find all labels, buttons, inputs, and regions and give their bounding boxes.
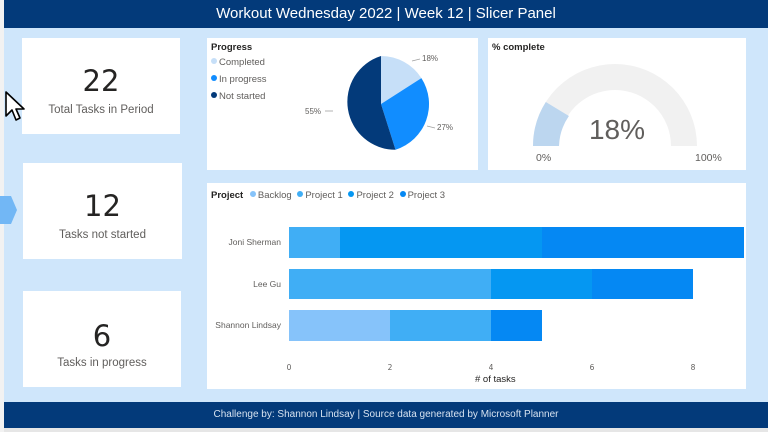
progress-pie[interactable] bbox=[207, 38, 478, 170]
x-tick: 4 bbox=[488, 363, 494, 372]
category-label: Lee Gu bbox=[253, 279, 281, 289]
gauge-value: 18% bbox=[588, 114, 646, 145]
tasks-by-assignee-bar-card[interactable]: Project Backlog Project 1 Project 2 Proj… bbox=[207, 183, 746, 389]
category-label: Shannon Lindsay bbox=[215, 320, 281, 330]
bar-segment-project-1[interactable] bbox=[390, 310, 491, 341]
legend-label: In progress bbox=[219, 74, 267, 85]
kpi-value: 6 bbox=[92, 319, 112, 353]
legend-label: Project 3 bbox=[407, 190, 446, 201]
pie-slice-not-started[interactable] bbox=[347, 56, 396, 150]
legend-label: Backlog bbox=[257, 190, 292, 201]
slicer-panel-expand-arrow-icon[interactable] bbox=[0, 196, 17, 224]
pie-label-not-started: 55% bbox=[305, 107, 322, 116]
kpi-card-in-progress[interactable]: 6 Tasks in progress bbox=[23, 291, 181, 387]
progress-chart-title: Progress bbox=[211, 42, 253, 53]
report-title: Workout Wednesday 2022 | Week 12 | Slice… bbox=[216, 5, 556, 22]
legend-item-project-1[interactable]: Project 1 bbox=[297, 190, 343, 201]
report-title-bar: Workout Wednesday 2022 | Week 12 | Slice… bbox=[4, 0, 768, 28]
gauge-title: % complete bbox=[492, 42, 545, 53]
legend-item-completed[interactable]: Completed bbox=[211, 57, 265, 68]
kpi-card-not-started[interactable]: 12 Tasks not started bbox=[23, 163, 182, 259]
x-tick: 0 bbox=[286, 363, 292, 372]
bar-segment-project-3[interactable] bbox=[491, 310, 542, 341]
legend-label: Project 2 bbox=[356, 190, 394, 201]
legend-dot-icon bbox=[297, 191, 304, 197]
gauge-fill bbox=[533, 102, 569, 146]
legend-item-project-2[interactable]: Project 2 bbox=[348, 190, 394, 201]
kpi-value: 22 bbox=[82, 64, 120, 98]
progress-pie-card[interactable]: Progress Completed In progress Not start… bbox=[207, 38, 478, 170]
legend-dot-icon bbox=[211, 75, 217, 81]
pie-slice-in-progress[interactable] bbox=[381, 78, 430, 150]
pie-slice-completed[interactable] bbox=[381, 56, 422, 104]
pie-label-completed: 18% bbox=[422, 54, 439, 63]
legend-title: Project bbox=[211, 190, 244, 201]
legend-label: Project 1 bbox=[305, 190, 343, 201]
bar-segment-backlog[interactable] bbox=[289, 310, 390, 341]
bar-segment-project-1[interactable] bbox=[289, 269, 491, 299]
category-label: Joni Sherman bbox=[228, 237, 281, 247]
bar-segment-project-3[interactable] bbox=[592, 269, 693, 299]
bar-chart-legend: Project Backlog Project 1 Project 2 Proj… bbox=[211, 190, 448, 201]
kpi-card-total-tasks[interactable]: 22 Total Tasks in Period bbox=[22, 38, 180, 134]
bar-segment-project-2[interactable] bbox=[339, 227, 542, 258]
x-tick: 6 bbox=[589, 363, 595, 372]
legend-dot-icon bbox=[211, 58, 217, 64]
legend-item-backlog[interactable]: Backlog bbox=[249, 190, 292, 201]
report-footer: Challenge by: Shannon Lindsay | Source d… bbox=[4, 402, 768, 428]
pie-label-in-progress: 27% bbox=[437, 123, 454, 132]
report-canvas: Workout Wednesday 2022 | Week 12 | Slice… bbox=[4, 0, 768, 432]
legend-item-in-progress[interactable]: In progress bbox=[211, 74, 267, 85]
gauge-track bbox=[533, 64, 697, 146]
percent-complete-gauge-card[interactable]: % complete 18% 0% 100% bbox=[488, 38, 746, 170]
gauge-max-label: 100% bbox=[695, 152, 722, 164]
kpi-label: Tasks in progress bbox=[57, 357, 147, 369]
bar-segment-project-3[interactable] bbox=[541, 227, 744, 258]
gauge-min-label: 0% bbox=[536, 152, 552, 164]
mouse-cursor-icon bbox=[5, 91, 25, 121]
legend-dot-icon bbox=[211, 92, 217, 98]
legend-label: Completed bbox=[219, 57, 265, 68]
bottom-divider bbox=[4, 428, 768, 432]
legend-dot-icon bbox=[249, 191, 256, 197]
x-axis-title: # of tasks bbox=[475, 374, 516, 385]
legend-dot-icon bbox=[399, 191, 406, 197]
bar-segment-project-2[interactable] bbox=[491, 269, 592, 299]
footer-text: Challenge by: Shannon Lindsay | Source d… bbox=[213, 409, 559, 420]
legend-label: Not started bbox=[219, 91, 266, 102]
legend-item-not-started[interactable]: Not started bbox=[211, 91, 265, 102]
bar-segment-project-1[interactable] bbox=[289, 227, 340, 258]
legend-item-project-3[interactable]: Project 3 bbox=[399, 190, 446, 201]
gauge-chart[interactable] bbox=[488, 38, 746, 170]
kpi-label: Tasks not started bbox=[59, 229, 146, 241]
x-tick: 2 bbox=[387, 363, 393, 372]
legend-dot-icon bbox=[348, 191, 355, 197]
x-tick: 8 bbox=[690, 363, 696, 372]
kpi-label: Total Tasks in Period bbox=[48, 104, 154, 116]
kpi-value: 12 bbox=[84, 189, 121, 223]
